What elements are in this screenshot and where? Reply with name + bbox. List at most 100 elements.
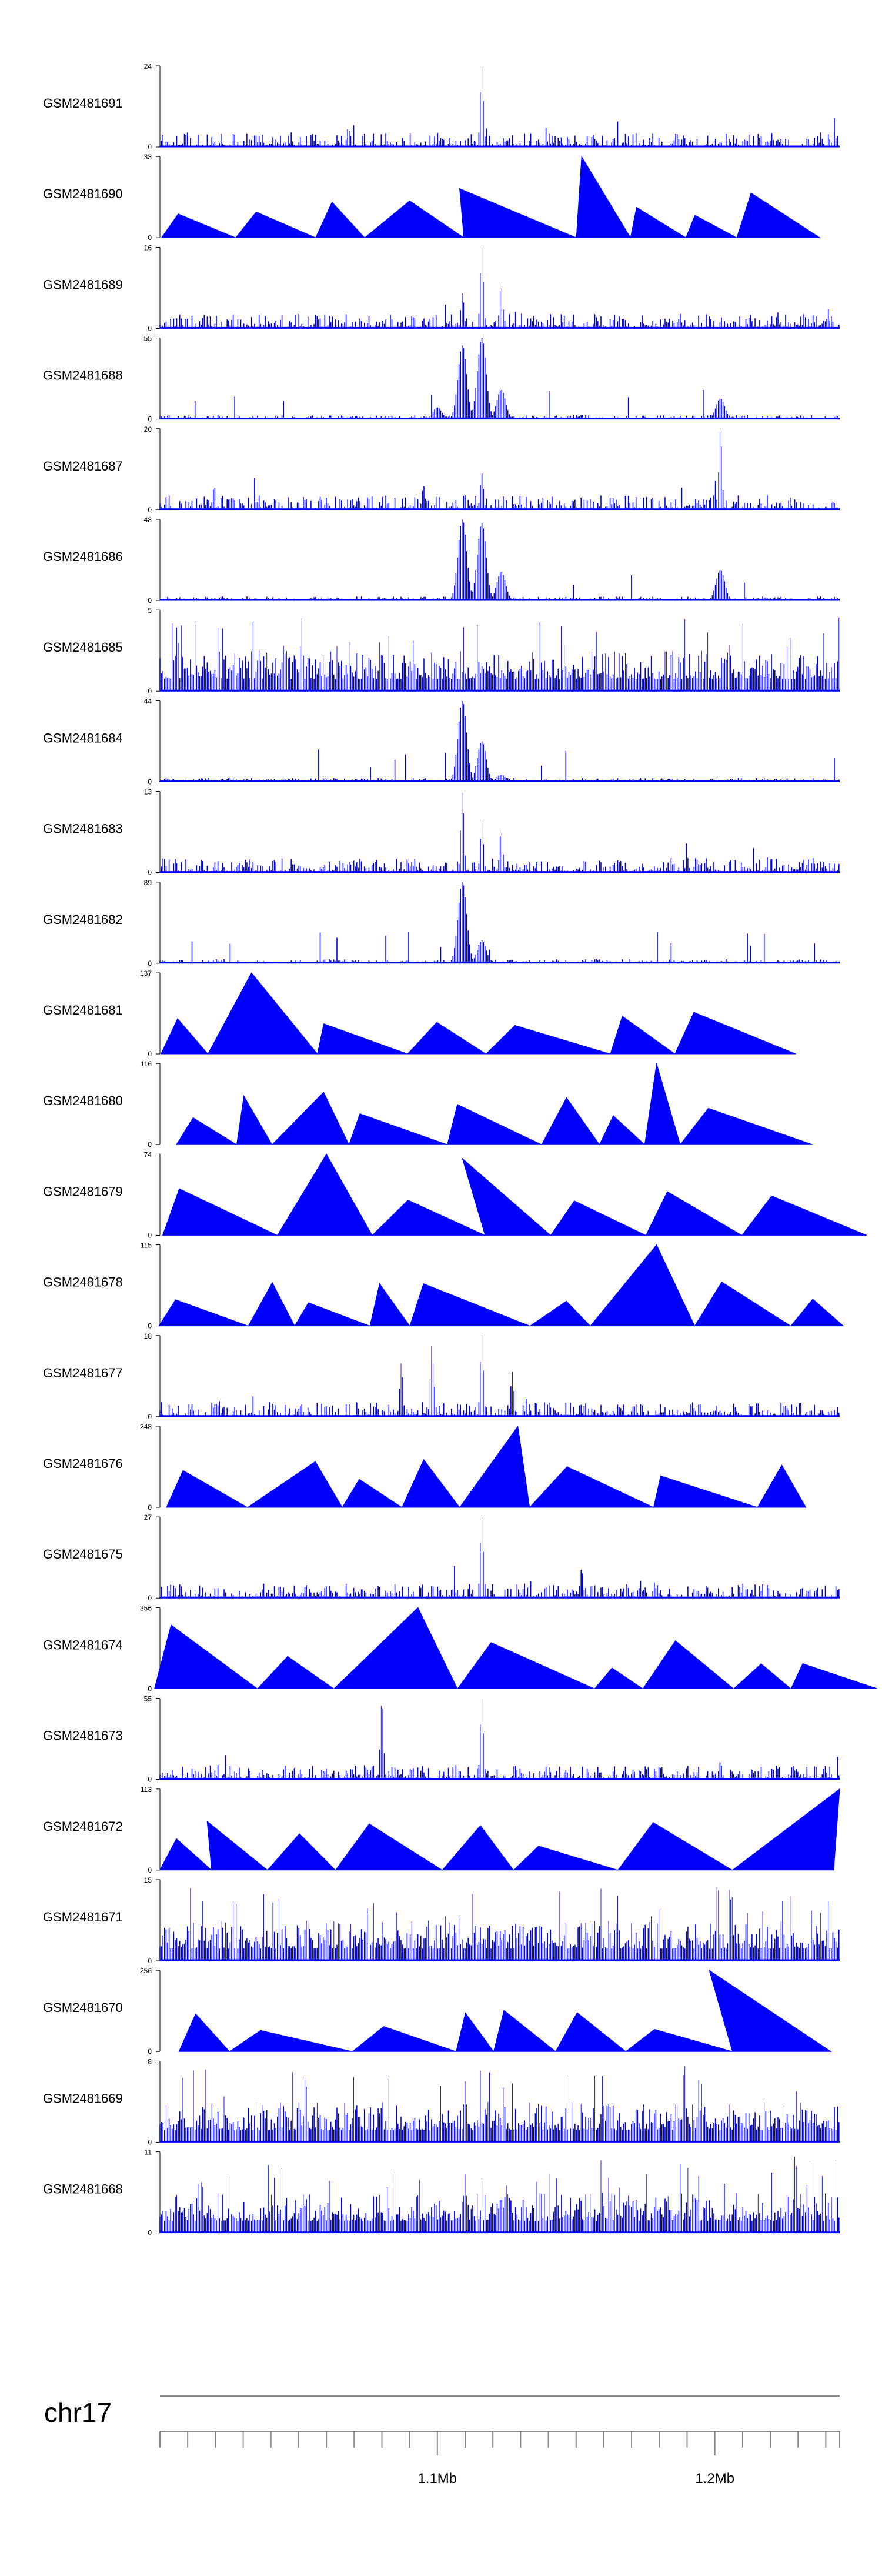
track-label: GSM2481691	[43, 96, 123, 111]
y-tick-label-max: 248	[140, 1423, 152, 1431]
y-tick-label-zero: 0	[148, 596, 152, 605]
track-label: GSM2481686	[43, 549, 123, 564]
y-tick-label-max: 18	[144, 1332, 152, 1340]
track-label: GSM2481673	[43, 1729, 123, 1743]
track-GSM2481668: GSM2481668 11 0	[43, 2148, 840, 2237]
y-tick-label-max: 44	[144, 697, 152, 705]
track-GSM2481680: GSM2481680 116 0	[43, 1060, 813, 1149]
y-tick-label-zero: 0	[148, 1503, 152, 1511]
track-GSM2481691: GSM2481691 24 0	[43, 62, 840, 151]
track-GSM2481685: GSM2481685 5 0	[43, 606, 840, 695]
y-tick-label-max: 113	[141, 1786, 152, 1794]
track-GSM2481686: GSM2481686 48 0	[43, 516, 840, 605]
y-tick-label-max: 115	[141, 1242, 152, 1250]
track-label: GSM2481670	[43, 2000, 123, 2015]
y-tick-label-max: 116	[141, 1060, 152, 1068]
track-GSM2481670: GSM2481670 256 0	[43, 1967, 832, 2056]
track-GSM2481684: GSM2481684 44 0	[43, 697, 840, 786]
y-tick-label-zero: 0	[148, 143, 152, 151]
signal-spikes	[190, 1887, 829, 1961]
signal-bars	[159, 2105, 840, 2143]
track-label: GSM2481675	[43, 1547, 123, 1561]
y-tick-label-zero: 0	[148, 324, 152, 332]
signal-bars	[159, 473, 840, 510]
signal-spikes	[480, 247, 502, 329]
y-tick-label-max: 89	[144, 879, 152, 887]
signal-area	[158, 1244, 844, 1327]
y-tick-label-zero: 0	[148, 1684, 152, 1693]
signal-area	[166, 1425, 807, 1509]
y-tick-label-max: 256	[140, 1967, 152, 1975]
y-tick-label-max: 5	[148, 606, 152, 615]
y-tick-label-max: 20	[144, 425, 152, 433]
y-tick-label-zero: 0	[148, 1776, 152, 1784]
chromosome-ruler: chr17 1.1Mb 1.2Mb	[44, 2395, 840, 2487]
track-label: GSM2481690	[43, 186, 123, 201]
track-label: GSM2481685	[43, 640, 123, 655]
track-label: GSM2481677	[43, 1366, 123, 1380]
y-tick-label-zero: 0	[148, 869, 152, 877]
signal-area	[162, 1153, 867, 1236]
track-GSM2481681: GSM2481681 137 0	[43, 969, 796, 1058]
track-GSM2481677: GSM2481677 18 0	[43, 1332, 840, 1421]
track-label: GSM2481688	[43, 368, 123, 383]
signal-bars	[159, 1749, 840, 1780]
y-tick-label-max: 16	[144, 243, 152, 252]
track-GSM2481673: GSM2481673 55 0	[43, 1695, 840, 1784]
track-GSM2481689: GSM2481689 16 0	[43, 243, 840, 332]
y-tick-label-zero: 0	[148, 1594, 152, 1602]
track-label: GSM2481669	[43, 2091, 123, 2105]
y-tick-label-max: 48	[144, 516, 152, 524]
track-label: GSM2481683	[43, 822, 123, 836]
signal-spikes	[176, 2157, 837, 2233]
track-GSM2481687: GSM2481687 20 0	[43, 425, 840, 514]
track-label: GSM2481682	[43, 912, 123, 927]
signal-bars	[159, 1924, 840, 1961]
signal-bars	[159, 655, 838, 692]
y-tick-label-zero: 0	[148, 233, 152, 242]
signal-area	[161, 155, 821, 239]
signal-spikes	[380, 1699, 484, 1780]
y-tick-label-zero: 0	[148, 506, 152, 514]
track-label: GSM2481687	[43, 459, 123, 473]
y-tick-label-zero: 0	[148, 1322, 152, 1330]
signal-bars	[159, 118, 840, 147]
track-GSM2481690: GSM2481690 33 0	[43, 153, 821, 242]
y-tick-label-max: 137	[140, 969, 152, 977]
ruler-tick-label: 1.2Mb	[695, 2471, 734, 2487]
chromosome-label: chr17	[44, 2397, 112, 2428]
y-tick-label-max: 33	[144, 153, 152, 161]
y-tick-label-zero: 0	[148, 2229, 152, 2237]
y-tick-label-zero: 0	[148, 2047, 152, 2056]
signal-area	[176, 1063, 813, 1146]
signal-spikes	[480, 66, 484, 147]
y-tick-label-max: 24	[144, 62, 152, 71]
track-GSM2481678: GSM2481678 115 0	[43, 1242, 844, 1330]
y-tick-label-max: 13	[144, 788, 152, 796]
y-tick-label-zero: 0	[148, 1050, 152, 1058]
y-tick-label-max: 356	[140, 1604, 152, 1612]
y-tick-label-zero: 0	[148, 1140, 152, 1149]
signal-spikes	[165, 2066, 801, 2143]
track-GSM2481669: GSM2481669 8 0	[43, 2057, 840, 2146]
y-tick-label-zero: 0	[148, 2138, 152, 2146]
track-panel: GSM2481691240GSM2481690330GSM2481689160G…	[43, 62, 878, 2237]
y-tick-label-max: 27	[144, 1513, 152, 1521]
y-tick-label-zero: 0	[148, 1231, 152, 1239]
signal-bars	[159, 882, 840, 963]
y-tick-label-max: 8	[148, 2057, 152, 2066]
y-tick-label-zero: 0	[148, 687, 152, 695]
signal-area	[159, 1788, 840, 1871]
signal-bars	[159, 1566, 840, 1599]
y-tick-label-max: 15	[144, 1876, 152, 1884]
signal-spikes	[460, 792, 502, 873]
track-GSM2481672: GSM2481672 113 0	[43, 1786, 840, 1874]
track-GSM2481671: GSM2481671 15 0	[43, 1876, 840, 1965]
signal-bars	[161, 519, 840, 600]
track-label: GSM2481681	[43, 1003, 123, 1017]
y-tick-label-max: 11	[145, 2148, 152, 2157]
signal-bars	[159, 1386, 840, 1417]
track-label: GSM2481674	[43, 1637, 123, 1652]
y-tick-label-zero: 0	[148, 1957, 152, 1965]
y-tick-label-max: 74	[144, 1150, 152, 1159]
